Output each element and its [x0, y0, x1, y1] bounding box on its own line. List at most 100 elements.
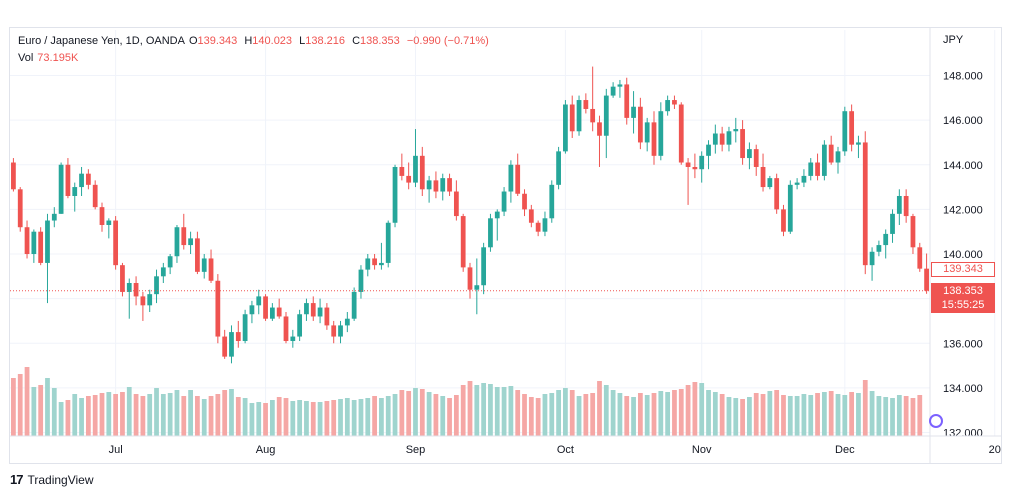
candle-body: [569, 104, 575, 132]
candle-body: [603, 95, 609, 136]
low-value: 138.216: [305, 35, 345, 47]
volume-bar: [501, 387, 507, 436]
candle-body: [242, 314, 248, 342]
chart-frame[interactable]: [9, 27, 1002, 464]
candle-body: [590, 108, 596, 123]
volume-bar: [188, 390, 193, 436]
volume-bar: [665, 392, 671, 436]
volume-bar: [896, 395, 902, 436]
volume-bar: [399, 390, 405, 436]
candle-body: [154, 276, 159, 295]
volume-bar: [569, 390, 575, 436]
volume-bar: [440, 396, 446, 436]
candle-body: [685, 162, 691, 167]
volume-bar: [692, 382, 698, 436]
price-tick-label: 136.000: [943, 338, 983, 350]
volume-label: Vol: [18, 52, 34, 64]
candle-body: [65, 164, 71, 196]
candle-body: [433, 180, 439, 192]
volume-bar: [256, 402, 262, 436]
low-label: L: [299, 35, 306, 47]
candle-body: [760, 166, 766, 188]
volume-bar: [31, 387, 37, 436]
price-axis: 132.000134.000136.000138.000140.000142.0…: [10, 27, 1002, 463]
price-tick-label: 140.000: [943, 249, 983, 261]
candle-body: [631, 106, 636, 118]
volume-bar: [658, 391, 664, 436]
candle-body: [678, 104, 684, 163]
candle-body: [331, 325, 337, 337]
volume-bar: [808, 395, 814, 436]
price-tick-label: 134.000: [943, 383, 983, 395]
candle-body: [862, 142, 868, 266]
candle-body: [747, 149, 752, 159]
symbol-title: Euro / Japanese Yen, 1D, OANDA: [18, 35, 185, 47]
volume-bar: [385, 396, 391, 436]
volume-bar: [338, 399, 343, 436]
volume-bar: [624, 396, 630, 436]
volume-bar: [344, 398, 350, 436]
volume-bar: [304, 401, 309, 436]
volume-bar: [610, 390, 616, 436]
volume-bar: [821, 392, 827, 436]
time-tick-label: Oct: [557, 444, 574, 456]
volume-bar: [876, 396, 882, 436]
candle-body: [869, 251, 875, 266]
volume-bar: [712, 392, 718, 436]
volume-bar: [79, 398, 84, 436]
candle-body: [263, 296, 268, 319]
candle-body: [304, 303, 309, 315]
scroll-to-realtime-button[interactable]: [929, 414, 943, 428]
volume-bar: [494, 387, 500, 436]
volume-bar: [242, 398, 248, 436]
candle-body: [787, 184, 793, 232]
volume-bar: [174, 390, 180, 436]
volume-bar: [310, 402, 316, 436]
volume-bar: [549, 393, 555, 436]
candle-body: [753, 149, 759, 167]
candle-body: [644, 122, 650, 143]
volume-bar: [45, 378, 50, 436]
candle-body: [501, 191, 507, 212]
volume-bar: [113, 394, 119, 436]
candle-body: [494, 211, 500, 219]
time-tick-label: Sep: [406, 444, 426, 456]
volume-bar: [522, 394, 527, 436]
candle-body: [297, 314, 303, 337]
volume-bar: [481, 383, 487, 436]
prev-close-tag: 139.343: [931, 262, 995, 277]
candle-body: [692, 166, 698, 170]
candle-body: [201, 258, 207, 272]
volume-bar: [631, 397, 636, 436]
volume-bar: [801, 394, 807, 436]
volume-bar: [508, 386, 514, 436]
candle-body: [290, 336, 296, 342]
footer-brand[interactable]: 17 TradingView: [10, 472, 94, 487]
volume-bar: [235, 397, 241, 436]
candle-body: [85, 173, 91, 185]
candle-body: [215, 280, 221, 337]
prev-close-value: 139.343: [943, 263, 983, 275]
volume-bar: [917, 395, 923, 436]
candle-body: [774, 178, 780, 210]
high-label: H: [244, 35, 253, 47]
candle-body: [815, 162, 820, 176]
volume-bar: [903, 396, 909, 436]
candle-body: [528, 209, 534, 223]
volume-bar: [774, 390, 780, 436]
candle-body: [583, 100, 589, 109]
price-tick-label: 142.000: [943, 204, 983, 216]
volume-bar: [413, 388, 418, 436]
volume-bar: [781, 395, 786, 436]
volume-bar: [358, 399, 364, 436]
volume-bar: [767, 391, 773, 436]
volume-bar: [672, 390, 677, 436]
volume-bar: [140, 396, 146, 436]
volume-bar: [890, 398, 895, 436]
candle-body: [385, 222, 391, 263]
currency-label: JPY: [943, 34, 964, 46]
candle-body: [344, 318, 350, 326]
volume-bar: [126, 387, 132, 436]
candle-body: [849, 111, 855, 145]
